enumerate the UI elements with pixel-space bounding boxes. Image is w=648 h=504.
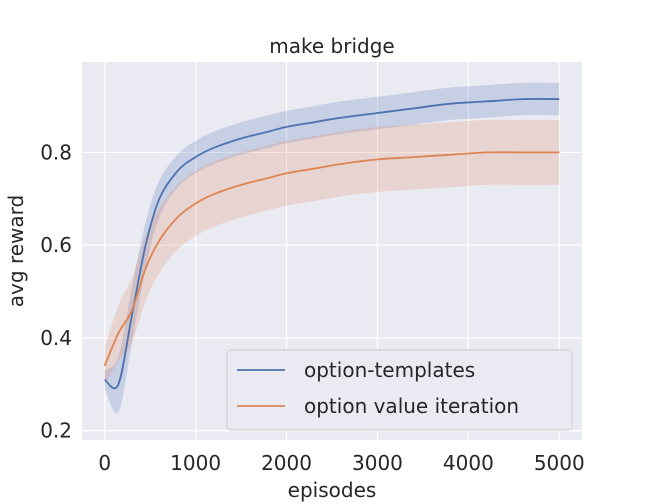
y-tick-labels: 0.2 0.4 0.6 0.8 <box>40 140 72 442</box>
chart-title: make bridge <box>269 34 394 58</box>
x-tick-label: 1000 <box>170 451 221 475</box>
x-tick-label: 3000 <box>352 451 403 475</box>
y-axis-label: avg reward <box>4 195 28 307</box>
x-tick-label: 5000 <box>534 451 585 475</box>
x-tick-label: 0 <box>98 451 111 475</box>
x-tick-label: 4000 <box>443 451 494 475</box>
legend-label: option value iteration <box>304 394 519 418</box>
legend-label: option-templates <box>304 358 475 382</box>
line-option-value-iteration <box>103 151 560 367</box>
y-tick-label: 0.4 <box>40 326 72 350</box>
legend: option-templates option value iteration <box>226 349 573 431</box>
x-tick-labels: 0 1000 2000 3000 4000 5000 <box>98 451 584 475</box>
y-tick-label: 0.6 <box>40 233 72 257</box>
legend-frame <box>226 349 573 431</box>
y-tick-label: 0.8 <box>40 140 72 164</box>
line-option-templates <box>104 98 560 390</box>
x-axis-label: episodes <box>288 478 377 502</box>
band-option-value-iteration <box>104 119 560 385</box>
x-tick-label: 2000 <box>261 451 312 475</box>
y-tick-label: 0.2 <box>40 419 72 443</box>
series-lines <box>103 98 560 390</box>
confidence-bands <box>104 82 560 414</box>
